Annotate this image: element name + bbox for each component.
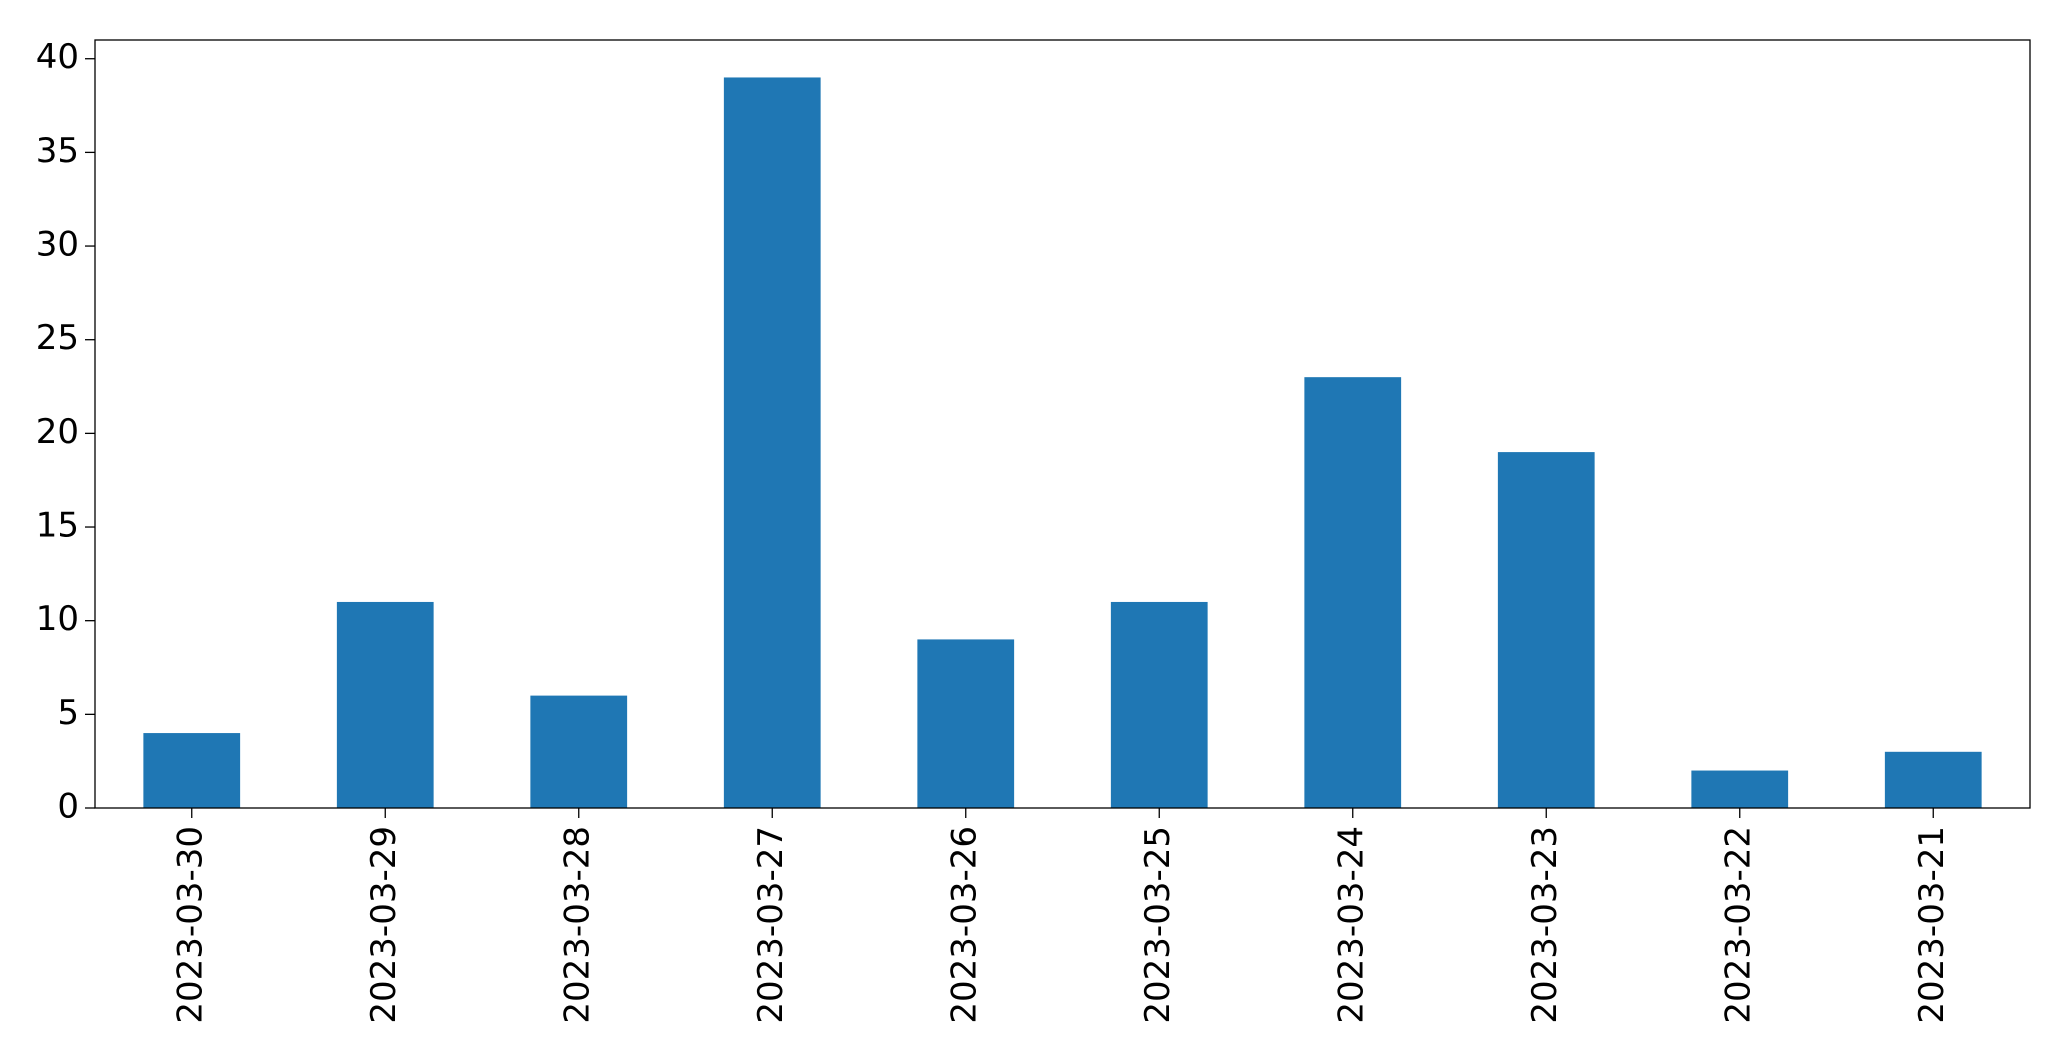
- y-tick-label: 40: [36, 37, 79, 77]
- y-tick-label: 35: [36, 131, 79, 171]
- y-tick-label: 25: [36, 318, 79, 358]
- bar: [917, 639, 1015, 808]
- y-tick-label: 15: [36, 506, 79, 546]
- x-tick-label: 2023-03-25: [1138, 826, 1178, 1024]
- bar: [1304, 377, 1402, 808]
- y-tick-label: 20: [36, 412, 79, 452]
- y-tick-label: 10: [36, 599, 79, 639]
- x-tick-label: 2023-03-23: [1525, 826, 1565, 1024]
- bar: [723, 77, 821, 808]
- x-tick-label: 2023-03-29: [364, 826, 404, 1024]
- bar: [1691, 770, 1789, 808]
- bar: [1110, 601, 1208, 808]
- bar: [336, 601, 434, 808]
- x-tick-label: 2023-03-21: [1912, 826, 1952, 1024]
- bar: [1497, 452, 1595, 808]
- bar: [143, 733, 241, 808]
- y-tick-label: 5: [57, 693, 79, 733]
- bar: [1884, 751, 1982, 808]
- y-tick-label: 0: [57, 787, 79, 827]
- y-tick-label: 30: [36, 225, 79, 265]
- x-tick-label: 2023-03-26: [944, 826, 984, 1024]
- plot-frame: [94, 39, 2031, 809]
- x-tick-label: 2023-03-24: [1331, 826, 1371, 1024]
- x-tick-label: 2023-03-28: [557, 826, 597, 1024]
- x-tick-label: 2023-03-22: [1718, 826, 1758, 1024]
- x-tick-label: 2023-03-27: [751, 826, 791, 1024]
- x-tick-label: 2023-03-30: [170, 826, 210, 1024]
- bar: [530, 695, 628, 808]
